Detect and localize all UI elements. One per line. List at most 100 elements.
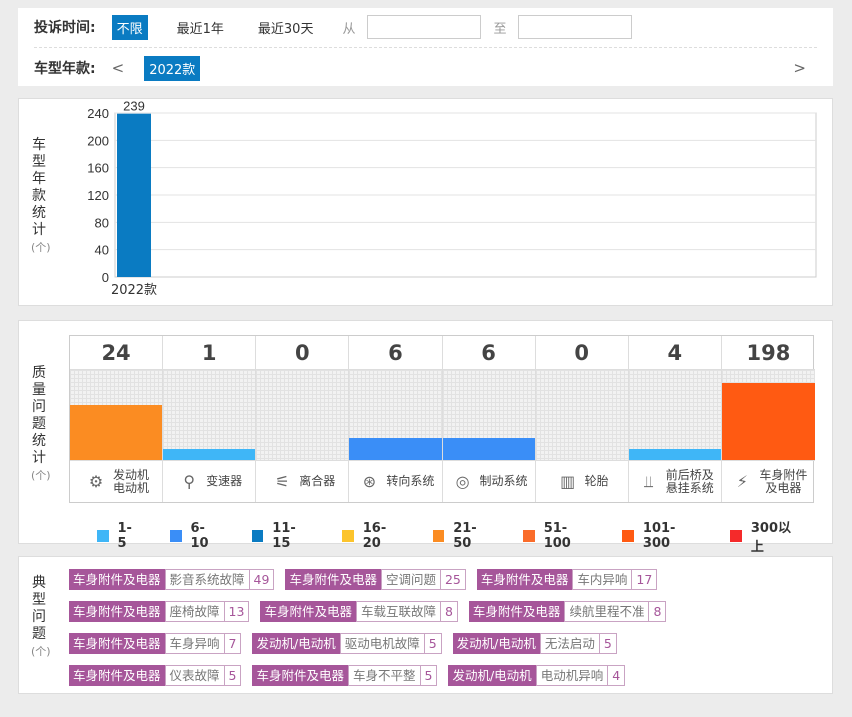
end-date-input[interactable]	[518, 15, 633, 39]
issue-tag[interactable]: 发动机/电动机 驱动电机故障 5	[252, 633, 442, 654]
time-option-30-days[interactable]: 最近30天	[257, 21, 314, 37]
category-label-line: 制动系统	[479, 474, 528, 488]
from-label: 从	[342, 21, 356, 37]
legend-label: 101-300	[642, 521, 676, 551]
issue-problem: 无法启动	[539, 633, 599, 654]
quality-side-char: 统	[32, 433, 46, 449]
legend-swatch	[432, 530, 445, 542]
issue-row: 车身附件及电器 车身异响 7 发动机/电动机 驱动电机故障 5 发动机/电动机 无法启动 5	[69, 633, 628, 655]
typical-issues-panel: 典 型 问 题 (个) 车身附件及电器 影音系统故障 49 车身附件及电器 空调问题 25…	[18, 556, 833, 694]
year-side-char: 年	[32, 171, 46, 187]
issue-category: 车身附件及电器	[468, 601, 565, 622]
model-year-label: 车型年款:	[34, 61, 96, 77]
issue-category: 车身附件及电器	[69, 633, 165, 654]
issue-problem: 座椅故障	[164, 601, 224, 622]
legend-label: 51-100	[543, 521, 571, 551]
quality-category: ⚡ 车身附件 及电器	[721, 460, 815, 502]
issue-tag[interactable]: 车身附件及电器 车身不平整 5	[252, 665, 438, 686]
issue-problem: 车载互联故障	[355, 601, 440, 622]
year-side-char: 计	[32, 222, 46, 238]
quality-count: 0	[256, 336, 349, 370]
quality-plot-area	[349, 370, 442, 460]
quality-column[interactable]: 0 ▥ 轮胎	[535, 336, 629, 502]
category-label-line: 转向系统	[386, 474, 435, 488]
issue-tag[interactable]: 车身附件及电器 座椅故障 13	[69, 601, 250, 622]
category-label-line: 发动机	[113, 467, 150, 482]
issue-tag[interactable]: 车身附件及电器 仪表故障 5	[69, 665, 242, 686]
quality-column[interactable]: 24 ⚙ 发动机 电动机	[70, 336, 164, 502]
filter-divider	[34, 47, 817, 48]
year-option-2022[interactable]: 2022款	[144, 55, 201, 81]
legend-item: 300以上	[730, 517, 802, 555]
quality-bar	[721, 382, 815, 460]
legend-swatch	[97, 530, 109, 542]
suspension-icon: ⫫	[644, 471, 654, 491]
issue-category: 车身附件及电器	[260, 601, 356, 622]
battery-icon: ⚡	[736, 472, 749, 491]
issue-tag[interactable]: 发动机/电动机 电动机异响 4	[448, 665, 626, 686]
category-label-line: 及电器	[765, 480, 802, 495]
year-side-char: 型	[32, 154, 46, 170]
quality-category: ⫫ 前后桥及 悬挂系统	[628, 460, 721, 502]
quality-bar	[349, 438, 442, 460]
legend-item: 1-5	[97, 517, 140, 555]
y-tick-label: 160	[87, 161, 109, 176]
issue-tag[interactable]: 车身附件及电器 车身异响 7	[69, 633, 242, 654]
quality-category: ⚙ 发动机 电动机	[70, 460, 163, 502]
quality-bar	[442, 438, 535, 460]
quality-unit-label: (个)	[31, 469, 51, 482]
category-label-line: 车身附件	[759, 467, 808, 482]
model-year-row: 车型年款: < 2022款 >	[34, 55, 814, 81]
issue-tag[interactable]: 车身附件及电器 续航里程不准 8	[468, 601, 667, 622]
start-date-input[interactable]	[367, 15, 482, 39]
quality-category: ⚟ 离合器	[256, 460, 349, 502]
issue-category: 车身附件及电器	[476, 569, 573, 590]
issue-problem: 仪表故障	[164, 665, 224, 686]
quality-plot-area	[628, 370, 721, 460]
quality-category: ⊛ 转向系统	[349, 460, 442, 502]
quality-stats-panel: 质 量 问 题 统 计 (个) 24 ⚙ 发动机 电动机 1 ⚲ 变速器 0 ⚟ 离合器 6 ⊛ 转向系…	[18, 320, 833, 555]
quality-plot-area	[70, 370, 163, 460]
quality-side-char: 量	[32, 382, 46, 398]
time-option-1-year[interactable]: 最近1年	[176, 21, 224, 37]
quality-plot-area	[721, 370, 815, 460]
quality-count: 6	[442, 336, 535, 370]
issue-category: 车身附件及电器	[252, 665, 348, 686]
issue-row: 车身附件及电器 影音系统故障 49 车身附件及电器 空调问题 25 车身附件及电器 车内异响 1…	[69, 569, 668, 591]
issue-tag[interactable]: 车身附件及电器 车载互联故障 8	[260, 601, 458, 622]
next-arrow-icon[interactable]: >	[793, 59, 806, 77]
quality-column[interactable]: 0 ⚟ 离合器	[256, 336, 350, 502]
quality-count: 198	[721, 336, 815, 370]
legend-label: 1-5	[117, 521, 132, 551]
quality-column[interactable]: 198 ⚡ 车身附件 及电器	[721, 336, 815, 502]
year-side-label: 车 型 年 款 统 计 (个)	[31, 137, 51, 256]
quality-bar	[163, 449, 256, 460]
quality-plot-area	[163, 370, 256, 460]
legend-swatch	[170, 530, 182, 542]
legend-swatch	[342, 530, 354, 542]
issue-tag[interactable]: 发动机/电动机 无法启动 5	[452, 633, 617, 654]
quality-side-char: 题	[32, 416, 46, 432]
quality-bar	[628, 449, 721, 460]
category-label-line: 电动机	[113, 480, 150, 495]
quality-column[interactable]: 6 ◎ 制动系统	[442, 336, 536, 502]
y-tick-label: 0	[102, 270, 109, 285]
time-option-all[interactable]: 不限	[111, 14, 148, 40]
legend-swatch	[730, 530, 742, 542]
typical-side-char: 题	[32, 626, 46, 642]
quality-category-label: 发动机 电动机	[113, 467, 150, 495]
issue-tag[interactable]: 车身附件及电器 空调问题 25	[285, 569, 466, 590]
quality-category-label: 转向系统	[386, 475, 434, 488]
issue-tag[interactable]: 车身附件及电器 影音系统故障 49	[69, 569, 275, 590]
issue-count: 4	[607, 665, 626, 686]
quality-column[interactable]: 6 ⊛ 转向系统	[349, 336, 443, 502]
issue-tag[interactable]: 车身附件及电器 车内异响 17	[476, 569, 658, 590]
year-chart: 0 40 80 120 160 200 240 239 2022款	[87, 99, 817, 298]
tire-icon: ▥	[560, 472, 576, 491]
quality-category-label: 变速器	[206, 475, 242, 488]
prev-arrow-icon[interactable]: <	[111, 59, 125, 77]
quality-column[interactable]: 4 ⫫ 前后桥及 悬挂系统	[628, 336, 722, 502]
legend-swatch	[622, 530, 634, 542]
legend-item: 6-10	[170, 517, 222, 555]
quality-column[interactable]: 1 ⚲ 变速器	[163, 336, 257, 502]
